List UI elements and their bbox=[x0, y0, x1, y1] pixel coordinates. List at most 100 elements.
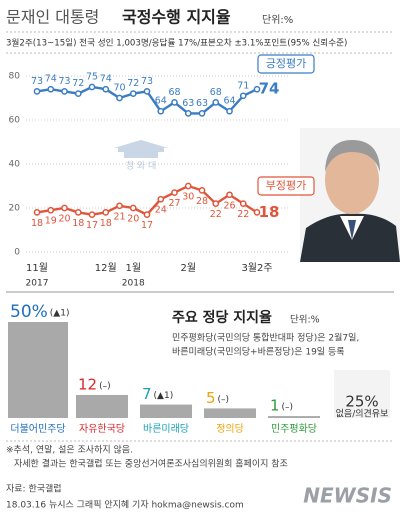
point bbox=[198, 110, 206, 117]
legend-box bbox=[257, 176, 315, 196]
data-label: 28 bbox=[196, 196, 208, 207]
x-tick-label: 정의당 bbox=[216, 423, 244, 435]
bar bbox=[76, 394, 128, 418]
value-label: 5 bbox=[206, 389, 216, 407]
change-label: (–) bbox=[99, 381, 111, 391]
point bbox=[74, 209, 82, 216]
portrait bbox=[300, 128, 400, 262]
subtitle: 3월2주(13~15일) 전국 성인 1,003명/응답률 17%/표본오차 ±… bbox=[6, 37, 347, 49]
data-label: 19 bbox=[45, 216, 57, 227]
data-label: 71 bbox=[237, 80, 249, 91]
point bbox=[239, 92, 247, 100]
data-label: 75 bbox=[86, 72, 98, 83]
data-label: 21 bbox=[113, 211, 125, 222]
point bbox=[129, 204, 137, 212]
x-tick-label: 민주평화당 bbox=[271, 423, 317, 435]
bar-note: 민주평화당(국민의당 통합반대파 정당)은 2월7일, bbox=[172, 332, 359, 344]
data-label: 22 bbox=[210, 209, 222, 220]
watermark: 청 와 대 bbox=[126, 160, 157, 172]
value-label: 7 bbox=[142, 385, 152, 403]
point bbox=[184, 182, 192, 190]
bar-title: 주요 정당 지지율 bbox=[172, 309, 272, 326]
bar bbox=[140, 404, 192, 418]
point bbox=[171, 99, 178, 106]
bar bbox=[268, 416, 320, 418]
point bbox=[47, 85, 55, 93]
data-label: 70 bbox=[113, 83, 125, 94]
value-label: 12 bbox=[78, 375, 97, 393]
x-tick-label: 12월 bbox=[95, 262, 117, 274]
data-label: 20 bbox=[127, 214, 139, 225]
x-tick-label: 11월 bbox=[26, 262, 48, 274]
data-label: 24 bbox=[155, 205, 167, 216]
point bbox=[88, 83, 96, 91]
footnote: 자세한 결과는 한국갤럽 또는 중앙선거여론조사심의위원회 홈페이지 참조 bbox=[14, 458, 288, 470]
point bbox=[74, 90, 82, 97]
bar-note: 바른미래당(국민의당+바른정당)은 19일 등록 bbox=[172, 347, 345, 358]
point bbox=[157, 195, 165, 203]
point bbox=[116, 202, 123, 210]
data-label: 73 bbox=[31, 76, 43, 87]
y-tick-label: 80 bbox=[9, 72, 21, 82]
x-tick-label: 2월 bbox=[180, 262, 196, 274]
y-tick-label: 0 bbox=[14, 248, 20, 258]
legend-label: 긍정평가 bbox=[266, 57, 306, 70]
point bbox=[143, 88, 151, 95]
unit: 단위:% bbox=[262, 13, 293, 26]
data-label: 22 bbox=[237, 209, 249, 220]
y-tick-label: 20 bbox=[9, 204, 21, 214]
data-label: 74 bbox=[100, 74, 112, 85]
value-label: 1 bbox=[270, 397, 280, 415]
point bbox=[129, 90, 137, 97]
point bbox=[239, 200, 247, 207]
x-tick-label: 바른미래당 bbox=[143, 423, 189, 435]
data-label: 74 bbox=[45, 74, 57, 85]
x-tick-label: 없음/의견유보 bbox=[336, 408, 389, 420]
data-label: 63 bbox=[182, 98, 194, 109]
point bbox=[171, 189, 178, 196]
logo: NEWSIS bbox=[303, 484, 392, 508]
data-label: 17 bbox=[86, 220, 98, 231]
point bbox=[226, 107, 233, 115]
bar-unit: 단위:% bbox=[290, 314, 320, 326]
x-tick-label: 자유한국당 bbox=[79, 423, 125, 435]
point bbox=[143, 211, 151, 218]
point bbox=[33, 209, 41, 216]
point bbox=[253, 85, 261, 93]
credit: 18.03.16 뉴시스 그래픽 안지혜 기자 hokma@newsis.com bbox=[6, 499, 244, 511]
point bbox=[116, 94, 123, 102]
legend-label: 부정평가 bbox=[266, 179, 306, 192]
point bbox=[212, 99, 220, 106]
data-label: 26 bbox=[223, 200, 235, 211]
data-label: 64 bbox=[223, 96, 235, 107]
y-tick-label: 40 bbox=[9, 160, 21, 170]
data-label: 20 bbox=[58, 214, 70, 225]
data-label: 30 bbox=[182, 192, 194, 203]
point bbox=[88, 211, 96, 218]
data-label: 18 bbox=[100, 218, 112, 229]
footnote: ※추석, 연말, 설은 조사하지 않음. bbox=[6, 444, 133, 456]
point bbox=[212, 200, 220, 207]
change-label: (–) bbox=[282, 403, 294, 413]
data-label: 17 bbox=[141, 220, 153, 231]
legend-box bbox=[257, 54, 315, 74]
data-label: 18 bbox=[31, 218, 43, 229]
change-label: (▲1) bbox=[50, 309, 70, 319]
data-label: 72 bbox=[127, 78, 139, 89]
data-label: 68 bbox=[168, 87, 180, 98]
data-label: 18 bbox=[259, 203, 280, 221]
data-label: 27 bbox=[168, 198, 180, 209]
bar bbox=[8, 322, 68, 418]
data-label: 68 bbox=[210, 87, 222, 98]
change-label: (–) bbox=[218, 395, 230, 405]
data-label: 72 bbox=[72, 78, 84, 89]
watermark-icon bbox=[114, 140, 168, 158]
value-label: 50% bbox=[10, 302, 48, 322]
x-year-label: 2017 bbox=[26, 279, 49, 289]
point bbox=[61, 88, 68, 95]
point bbox=[184, 110, 192, 117]
source: 자료: 한국갤럽 bbox=[6, 483, 62, 495]
x-year-label: 2018 bbox=[122, 279, 145, 289]
